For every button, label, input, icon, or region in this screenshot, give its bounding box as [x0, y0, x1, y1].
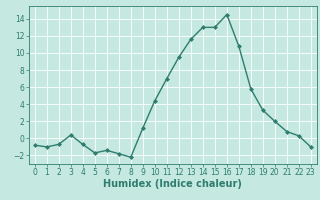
X-axis label: Humidex (Indice chaleur): Humidex (Indice chaleur)	[103, 179, 242, 189]
